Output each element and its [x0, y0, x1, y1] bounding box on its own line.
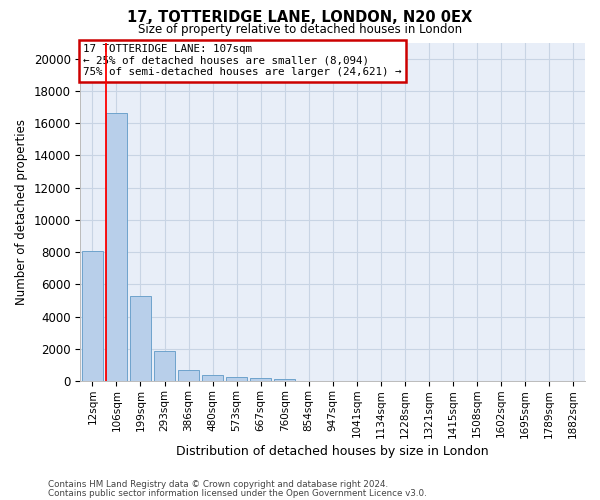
X-axis label: Distribution of detached houses by size in London: Distribution of detached houses by size …: [176, 444, 489, 458]
Bar: [178, 370, 199, 381]
Bar: [154, 352, 175, 381]
Bar: [82, 250, 103, 381]
Text: Contains HM Land Registry data © Crown copyright and database right 2024.: Contains HM Land Registry data © Crown c…: [48, 480, 388, 489]
Bar: [202, 375, 223, 381]
Text: 17, TOTTERIDGE LANE, LONDON, N20 0EX: 17, TOTTERIDGE LANE, LONDON, N20 0EX: [127, 10, 473, 25]
Bar: [274, 378, 295, 381]
Bar: [130, 296, 151, 381]
Bar: [250, 378, 271, 381]
Text: 17 TOTTERIDGE LANE: 107sqm
← 25% of detached houses are smaller (8,094)
75% of s: 17 TOTTERIDGE LANE: 107sqm ← 25% of deta…: [83, 44, 401, 78]
Y-axis label: Number of detached properties: Number of detached properties: [15, 119, 28, 305]
Text: Size of property relative to detached houses in London: Size of property relative to detached ho…: [138, 22, 462, 36]
Bar: [106, 114, 127, 381]
Text: Contains public sector information licensed under the Open Government Licence v3: Contains public sector information licen…: [48, 489, 427, 498]
Bar: [226, 377, 247, 381]
